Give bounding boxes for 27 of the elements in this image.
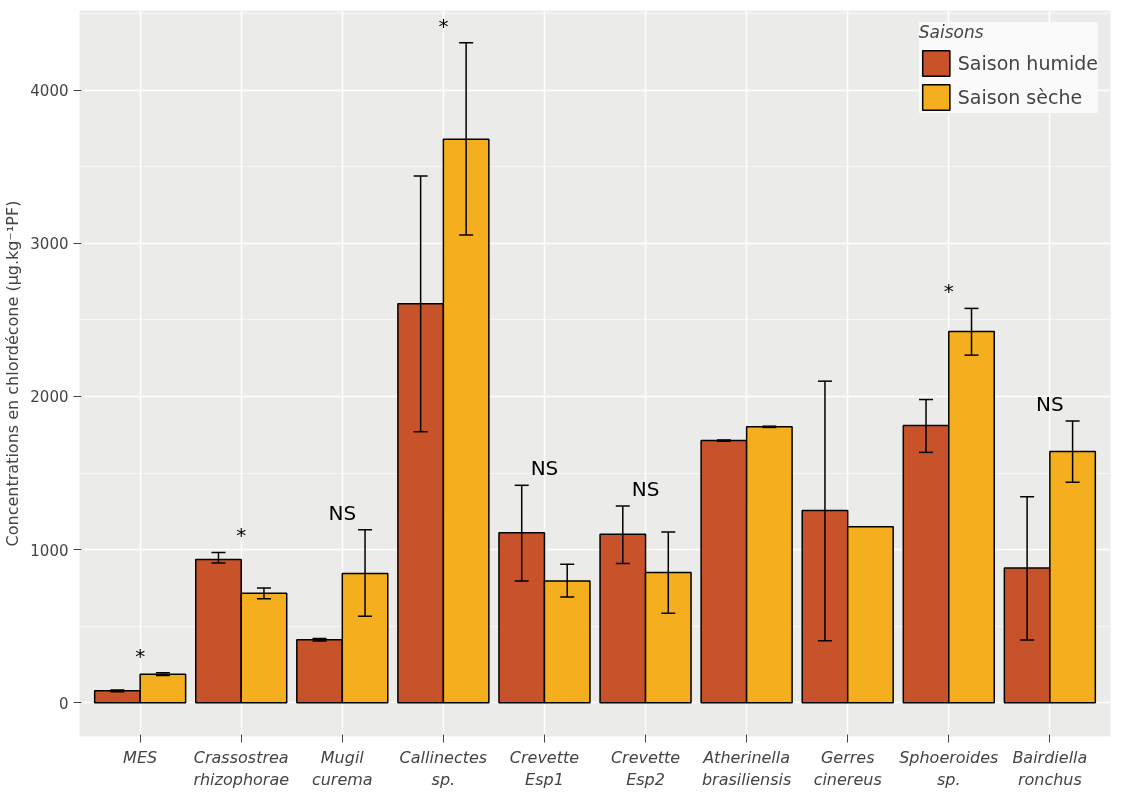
annotation: *	[236, 523, 247, 548]
legend-label: Saison sèche	[957, 86, 1083, 108]
y-tick-label: 4000	[30, 82, 69, 101]
x-tick-label: Callinectes sp.	[399, 747, 488, 790]
y-tick-label: 0	[58, 694, 69, 713]
annotation: *	[135, 643, 146, 668]
annotation: NS	[1036, 391, 1064, 416]
annotation: NS	[328, 500, 357, 525]
x-tick-label: MES	[123, 747, 158, 767]
legend-title: Saisons	[918, 22, 985, 42]
x-tick-label: Crassostrea rhizophorae	[193, 747, 290, 790]
y-tick-label: 1000	[30, 541, 69, 560]
annotation: *	[943, 279, 954, 304]
x-tick-label: Atherinella brasiliensis	[701, 747, 792, 790]
x-tick-label: Mugil curema	[311, 747, 373, 790]
x-tick-label: Bairdiella ronchus	[1012, 747, 1088, 790]
x-tick-label: Sphoeroides sp.	[899, 747, 999, 790]
y-tick-label: 3000	[30, 235, 69, 254]
x-tick-label: Gerres cinereus	[813, 747, 882, 790]
y-tick-label: 2000	[30, 388, 69, 407]
annotation: NS	[530, 456, 559, 481]
y-axis-title: Concentrations en chlordécone (µg.kg⁻¹PF)	[3, 200, 23, 547]
x-tick-label: Crevette Esp2	[610, 747, 681, 790]
annotation: NS	[631, 476, 660, 501]
x-tick-label: Crevette Esp1	[509, 747, 580, 790]
annotation: *	[438, 13, 449, 38]
legend-label: Saison humide	[957, 52, 1098, 74]
